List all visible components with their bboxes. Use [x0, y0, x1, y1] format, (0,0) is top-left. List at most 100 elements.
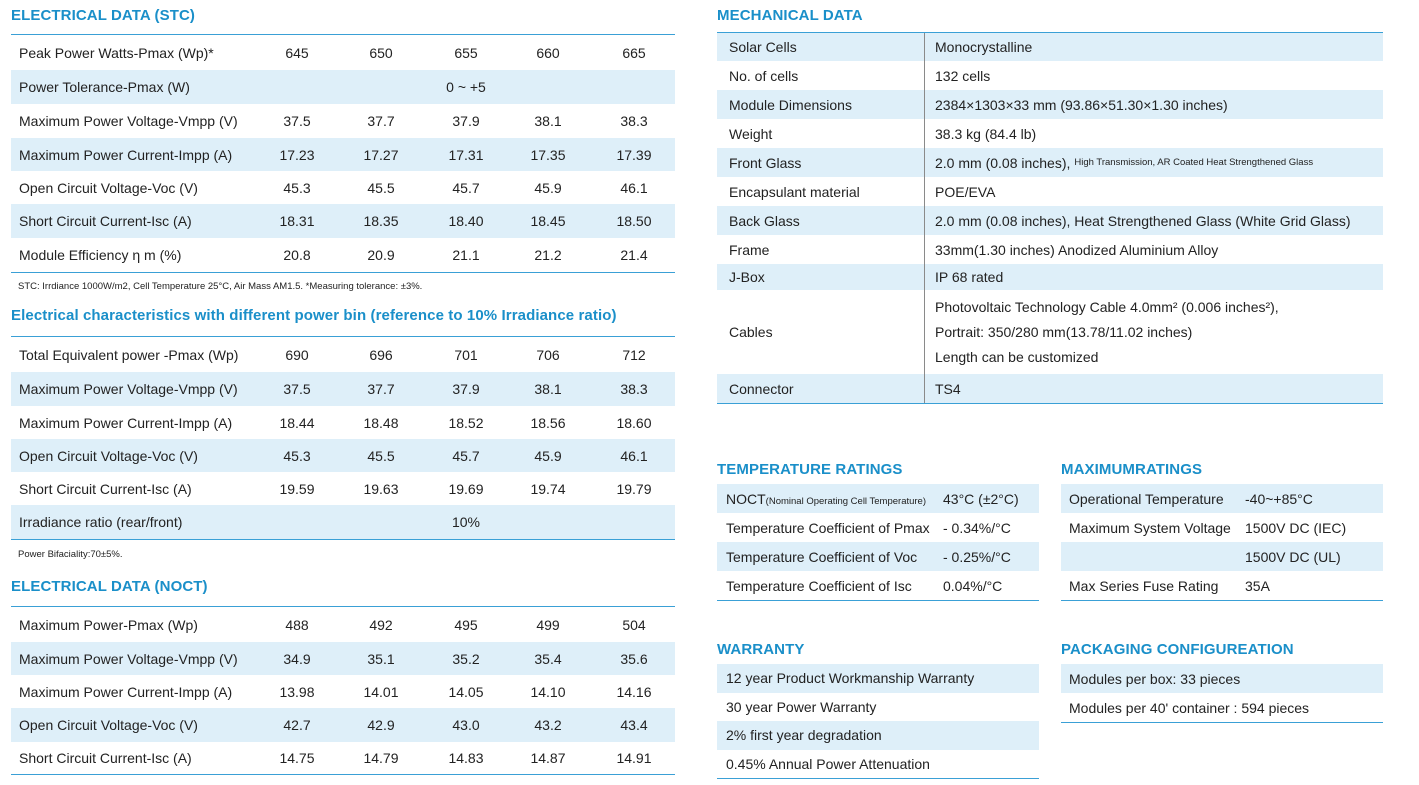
value-cell: 706	[536, 346, 560, 363]
value-cell: 18.60	[616, 414, 652, 431]
cable-line: Portrait: 350/280 mm(13.78/11.02 inches)	[935, 323, 1193, 340]
temperature-value: - 0.25%/°C	[943, 548, 1011, 565]
maximum-key: Max Series Fuse Rating	[1069, 577, 1219, 594]
mechanical-table: Solar Cells Monocrystalline No. of cells 13…	[717, 32, 1383, 404]
mechanical-key: Front Glass	[717, 148, 925, 177]
value-cell: 488	[285, 616, 309, 633]
value-cell: 18.35	[363, 213, 399, 229]
maximum-row: Operational Temperature -40~+85°C	[1061, 484, 1383, 513]
mechanical-key: Back Glass	[717, 206, 925, 235]
row-label: Open Circuit Voltage-Voc (V)	[19, 717, 198, 733]
value-cell: 492	[369, 616, 393, 633]
value-cell: 17.23	[279, 146, 315, 163]
value-cell: 645	[285, 44, 309, 61]
mechanical-title: MECHANICAL DATA	[717, 7, 863, 24]
mechanical-value: 132 cells	[925, 61, 1383, 90]
value-cell: 14.87	[530, 750, 566, 766]
table-row: Maximum Power Current-Impp (A) 18.44 18.48…	[11, 406, 675, 439]
cable-line: Photovoltaic Technology Cable 4.0mm² (0.…	[935, 298, 1279, 315]
temperature-key-text: Temperature Coefficient of Pmax	[726, 519, 930, 536]
value-cell: 21.1	[452, 247, 480, 263]
mechanical-value: TS4	[925, 374, 1383, 403]
span-value: 0 ~ +5	[446, 79, 486, 95]
mechanical-key: Solar Cells	[717, 33, 925, 61]
mechanical-row: Cables Photovoltaic Technology Cable 4.0m…	[717, 290, 1383, 374]
value-cell: 14.79	[363, 750, 399, 766]
temperature-list: NOCT(Nominal Operating Cell Temperature)…	[717, 484, 1039, 601]
value-cell: 696	[369, 346, 393, 363]
value-cell: 701	[454, 346, 478, 363]
value-cell: 42.7	[283, 717, 311, 733]
value-cell: 45.7	[452, 179, 480, 196]
maximum-list: Operational Temperature -40~+85°C Maximum …	[1061, 484, 1383, 601]
mechanical-key: J-Box	[717, 264, 925, 290]
row-label: Open Circuit Voltage-Voc (V)	[19, 447, 198, 464]
temperature-row: Temperature Coefficient of Pmax - 0.34%/°…	[717, 513, 1039, 542]
value-cell: 45.9	[534, 447, 562, 464]
packaging-title: PACKAGING CONFIGUREATION	[1061, 641, 1294, 658]
maximum-title: MAXIMUMRATINGS	[1061, 461, 1203, 478]
warranty-item: 30 year Power Warranty	[726, 698, 877, 715]
stc-title: ELECTRICAL DATA (STC)	[11, 7, 196, 24]
mechanical-value-text: Monocrystalline	[935, 39, 1033, 55]
value-cell: 14.91	[616, 750, 652, 766]
temperature-row: Temperature Coefficient of Voc - 0.25%/°C	[717, 542, 1039, 571]
maximum-value: 1500V DC (UL)	[1245, 548, 1341, 565]
packaging-item: Modules per box: 33 pieces	[1061, 664, 1383, 693]
noct-title: ELECTRICAL DATA (NOCT)	[11, 578, 208, 595]
value-cell: 14.05	[448, 683, 484, 700]
value-cell: 690	[285, 346, 309, 363]
table-row: Irradiance ratio (rear/front) 10%	[11, 505, 675, 539]
temperature-value: 43°C (±2°C)	[943, 490, 1019, 507]
mechanical-value: POE/EVA	[925, 177, 1383, 206]
mechanical-value-text: 2.0 mm (0.08 inches),	[935, 154, 1071, 171]
value-cell: 37.5	[283, 381, 311, 397]
value-cell: 18.50	[616, 213, 652, 229]
mechanical-value-text: 33mm(1.30 inches) Anodized Aluminium All…	[935, 241, 1219, 258]
row-label: Open Circuit Voltage-Voc (V)	[19, 179, 198, 196]
span-value: 10%	[451, 514, 481, 530]
value-cell: 19.69	[448, 480, 484, 497]
value-cell: 650	[369, 44, 393, 61]
warranty-item: 2% first year degradation	[717, 721, 1039, 750]
mechanical-value: 2.0 mm (0.08 inches), Heat Strengthened …	[925, 206, 1383, 235]
maximum-key: Operational Temperature	[1069, 490, 1224, 507]
value-cell: 45.9	[534, 179, 562, 196]
table-row: Maximum Power Voltage-Vmpp (V) 37.5 37.7 37…	[11, 372, 675, 406]
value-cell: 17.35	[530, 146, 566, 163]
value-cell: 35.6	[620, 650, 648, 667]
table-row: Short Circuit Current-Isc (A) 14.75 14.79 1…	[11, 742, 675, 774]
mechanical-key: Encapsulant material	[717, 177, 925, 206]
value-cell: 45.5	[367, 179, 395, 196]
value-cell: 37.5	[283, 113, 311, 129]
mechanical-row: Weight 38.3 kg (84.4 lb)	[717, 119, 1383, 148]
mechanical-value-text: 2384×1303×33 mm (93.86×51.30×1.30 inches…	[935, 96, 1228, 113]
row-label: Maximum Power Current-Impp (A)	[19, 414, 233, 431]
value-cell: 18.40	[448, 213, 484, 229]
mechanical-value: 2384×1303×33 mm (93.86×51.30×1.30 inches…	[925, 90, 1383, 119]
value-cell: 35.4	[534, 650, 562, 667]
mechanical-value-text: TS4	[935, 380, 961, 397]
mechanical-value: 38.3 kg (84.4 lb)	[925, 119, 1383, 148]
value-cell: 660	[536, 44, 560, 61]
temperature-value: 0.04%/°C	[943, 577, 1003, 594]
value-cell: 665	[622, 44, 646, 61]
value-cell: 46.1	[620, 447, 648, 464]
value-cell: 38.1	[534, 381, 562, 397]
warranty-item: 12 year Product Workmanship Warranty	[717, 664, 1039, 693]
temperature-row: Temperature Coefficient of Isc 0.04%/°C	[717, 571, 1039, 600]
mechanical-value-text: IP 68 rated	[935, 269, 1004, 285]
mechanical-row: Module Dimensions 2384×1303×33 mm (93.86×…	[717, 90, 1383, 119]
row-label: Maximum Power-Pmax (Wp)	[19, 616, 198, 633]
table-row: Power Tolerance-Pmax (W) 0 ~ +5	[11, 70, 675, 104]
table-row: Module Efficiency η m (%) 20.8 20.9 21.1 21.…	[11, 238, 675, 272]
mechanical-row: Frame 33mm(1.30 inches) Anodized Aluminiu…	[717, 235, 1383, 264]
value-cell: 38.3	[620, 381, 648, 397]
value-cell: 18.48	[363, 414, 399, 431]
bifacial-table: Total Equivalent power -Pmax (Wp) 690 696 7…	[11, 336, 675, 540]
row-label: Module Efficiency η m (%)	[19, 247, 182, 263]
value-cell: 21.2	[534, 247, 562, 263]
row-label: Maximum Power Current-Impp (A)	[19, 683, 233, 700]
value-cell: 43.4	[620, 717, 648, 733]
value-cell: 37.9	[452, 113, 480, 129]
